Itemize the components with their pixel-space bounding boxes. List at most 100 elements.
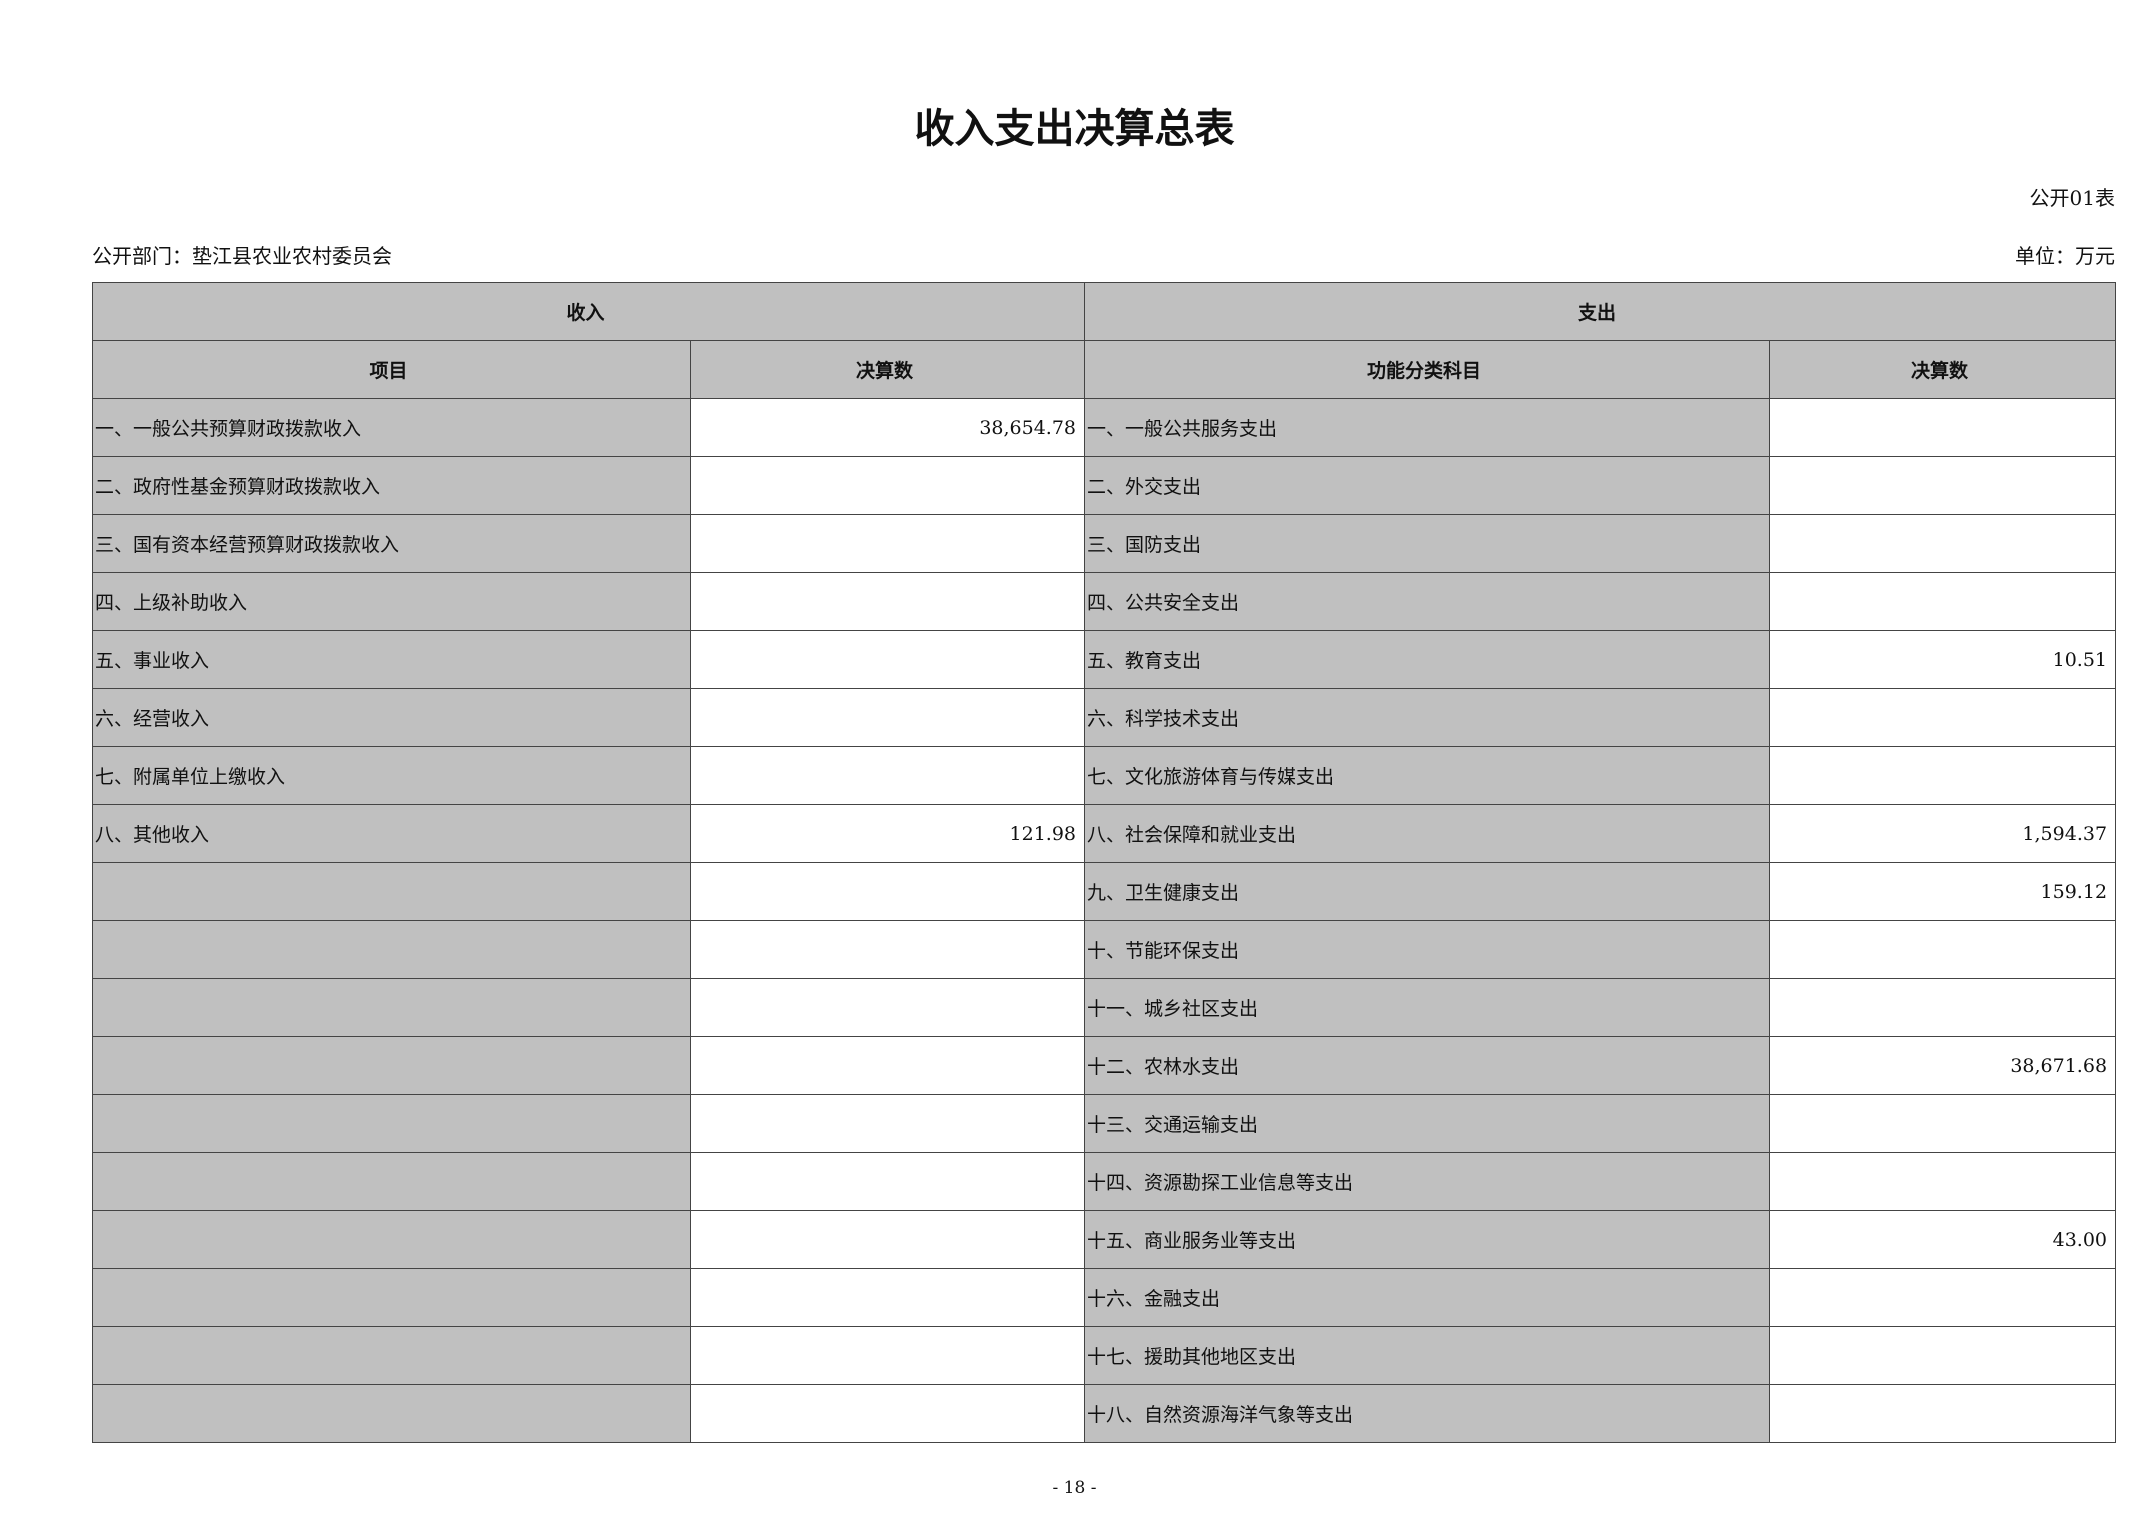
table-row: 十八、自然资源海洋气象等支出 [92, 1384, 2117, 1443]
expense-item-cell: 十二、农林水支出 [1084, 1036, 1771, 1095]
income-item-cell: 六、经营收入 [92, 688, 691, 747]
table-row: 七、附属单位上缴收入 七、文化旅游体育与传媒支出 [92, 746, 2117, 805]
table-row: 六、经营收入 六、科学技术支出 [92, 688, 2117, 747]
income-item-cell [92, 978, 691, 1037]
expense-amount-cell: 159.12 [1769, 862, 2117, 921]
table-row: 三、国有资本经营预算财政拨款收入 三、国防支出 [92, 514, 2117, 573]
expense-amount-cell [1769, 1152, 2117, 1211]
table-row: 十七、援助其他地区支出 [92, 1326, 2117, 1385]
expense-amount-cell [1769, 746, 2117, 805]
income-item-cell: 五、事业收入 [92, 630, 691, 689]
expense-amount-cell [1769, 514, 2117, 573]
income-amount-cell [689, 1036, 1086, 1095]
income-item-cell [92, 1210, 691, 1269]
income-amount-cell [689, 1384, 1086, 1443]
expense-item-cell: 十、节能环保支出 [1084, 920, 1771, 979]
expense-item-cell: 六、科学技术支出 [1084, 688, 1771, 747]
income-amount-cell [689, 978, 1086, 1037]
expense-item-cell: 八、社会保障和就业支出 [1084, 804, 1771, 863]
page-title: 收入支出决算总表 [914, 106, 1235, 152]
income-item-cell: 八、其他收入 [92, 804, 691, 863]
expense-item-cell: 七、文化旅游体育与传媒支出 [1084, 746, 1771, 805]
expense-amount-cell [1769, 978, 2117, 1037]
income-amount-cell [689, 514, 1086, 573]
expense-amount-cell [1769, 456, 2117, 515]
expense-item-cell: 二、外交支出 [1084, 456, 1771, 515]
income-item-cell: 四、上级补助收入 [92, 572, 691, 631]
table-row: 五、事业收入 五、教育支出 10.51 [92, 630, 2117, 689]
income-amount-cell [689, 630, 1086, 689]
table-row: 十五、商业服务业等支出 43.00 [92, 1210, 2117, 1269]
expense-amount-cell: 38,671.68 [1769, 1036, 2117, 1095]
income-item-cell [92, 1094, 691, 1153]
expense-amount-cell: 1,594.37 [1769, 804, 2117, 863]
income-item-cell [92, 1036, 691, 1095]
expense-amount-cell [1769, 1268, 2117, 1327]
income-item-cell [92, 1268, 691, 1327]
expense-item-cell: 十四、资源勘探工业信息等支出 [1084, 1152, 1771, 1211]
table-row: 二、政府性基金预算财政拨款收入 二、外交支出 [92, 456, 2117, 515]
income-amount-cell [689, 1268, 1086, 1327]
expense-amount-cell [1769, 1326, 2117, 1385]
expense-item-cell: 十五、商业服务业等支出 [1084, 1210, 1771, 1269]
income-item-cell: 七、附属单位上缴收入 [92, 746, 691, 805]
income-amount-cell [689, 1094, 1086, 1153]
income-amount-cell [689, 456, 1086, 515]
expense-amount-cell: 10.51 [1769, 630, 2117, 689]
expense-item-cell: 十三、交通运输支出 [1084, 1094, 1771, 1153]
expense-amount-cell [1769, 572, 2117, 631]
income-item-cell [92, 1384, 691, 1443]
income-amount-header: 决算数 [689, 340, 1086, 399]
expense-amount-cell [1769, 920, 2117, 979]
table-row: 九、卫生健康支出 159.12 [92, 862, 2117, 921]
expense-amount-cell [1769, 688, 2117, 747]
page-number: - 18 - [1052, 1478, 1097, 1498]
income-item-cell: 一、一般公共预算财政拨款收入 [92, 398, 691, 457]
table-number: 公开01表 [2029, 186, 2115, 210]
income-amount-cell [689, 1210, 1086, 1269]
income-item-cell: 二、政府性基金预算财政拨款收入 [92, 456, 691, 515]
expense-item-cell: 九、卫生健康支出 [1084, 862, 1771, 921]
table-row: 八、其他收入 121.98 八、社会保障和就业支出 1,594.37 [92, 804, 2117, 863]
table-row: 四、上级补助收入 四、公共安全支出 [92, 572, 2117, 631]
income-expense-table: 收入 支出 项目 决算数 功能分类科目 决算数 一、一般公共预算财政拨款收入 38… [91, 282, 2117, 1443]
table-row: 十一、城乡社区支出 [92, 978, 2117, 1037]
income-item-cell [92, 862, 691, 921]
expense-item-cell: 十七、援助其他地区支出 [1084, 1326, 1771, 1385]
income-item-cell [92, 920, 691, 979]
expense-item-cell: 十六、金融支出 [1084, 1268, 1771, 1327]
income-item-cell: 三、国有资本经营预算财政拨款收入 [92, 514, 691, 573]
expense-amount-cell [1769, 1094, 2117, 1153]
expense-amount-cell [1769, 398, 2117, 457]
income-amount-cell: 121.98 [689, 804, 1086, 863]
income-amount-cell [689, 572, 1086, 631]
income-amount-cell [689, 1326, 1086, 1385]
table-row: 十六、金融支出 [92, 1268, 2117, 1327]
income-amount-cell [689, 746, 1086, 805]
expense-amount-cell [1769, 1384, 2117, 1443]
expense-item-cell: 三、国防支出 [1084, 514, 1771, 573]
table-row: 一、一般公共预算财政拨款收入 38,654.78 一、一般公共服务支出 [92, 398, 2117, 457]
table-row: 十四、资源勘探工业信息等支出 [92, 1152, 2117, 1211]
income-amount-cell [689, 1152, 1086, 1211]
expense-header: 支出 [1084, 282, 2117, 341]
expense-item-cell: 一、一般公共服务支出 [1084, 398, 1771, 457]
expense-item-cell: 十一、城乡社区支出 [1084, 978, 1771, 1037]
expense-item-cell: 十八、自然资源海洋气象等支出 [1084, 1384, 1771, 1443]
income-item-cell [92, 1152, 691, 1211]
income-amount-cell [689, 920, 1086, 979]
income-amount-cell [689, 688, 1086, 747]
income-amount-cell [689, 862, 1086, 921]
income-item-header: 项目 [92, 340, 691, 399]
income-item-cell [92, 1326, 691, 1385]
expense-item-cell: 四、公共安全支出 [1084, 572, 1771, 631]
table-row: 十二、农林水支出 38,671.68 [92, 1036, 2117, 1095]
unit-label: 单位：万元 [2015, 244, 2115, 268]
income-header: 收入 [91, 282, 1086, 341]
expense-item-header: 功能分类科目 [1084, 340, 1771, 399]
expense-amount-header: 决算数 [1769, 340, 2117, 399]
table-row: 十、节能环保支出 [92, 920, 2117, 979]
expense-item-cell: 五、教育支出 [1084, 630, 1771, 689]
income-amount-cell: 38,654.78 [689, 398, 1086, 457]
table-row: 十三、交通运输支出 [92, 1094, 2117, 1153]
